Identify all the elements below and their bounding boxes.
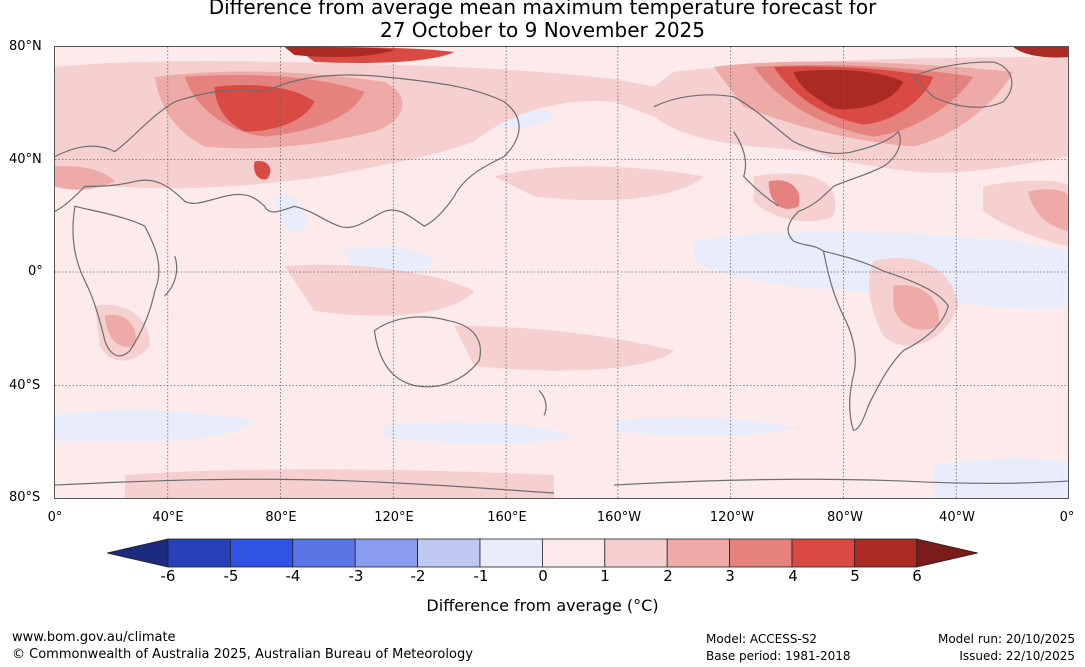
lon-label-40w: 40°W bbox=[939, 510, 975, 525]
south-america-coastline bbox=[822, 250, 949, 431]
footer-model-run: Model run: 20/10/2025 bbox=[937, 632, 1075, 646]
lon-label-40e: 40°E bbox=[152, 510, 184, 525]
colorbar-tick: 1 bbox=[600, 567, 610, 585]
lon-label-160e: 160°E bbox=[487, 510, 527, 525]
western-siberia-hot-region bbox=[214, 84, 315, 132]
colorbar-tick: 2 bbox=[663, 567, 673, 585]
north-pacific-warm-region bbox=[494, 166, 704, 201]
texas-warm-region bbox=[768, 180, 800, 210]
map-title: Difference from average mean maximum tem… bbox=[0, 0, 1085, 42]
footer-base-period: Base period: 1981-2018 bbox=[706, 649, 851, 663]
eurasia-coastline bbox=[55, 74, 520, 228]
antarctica-coastline bbox=[55, 478, 1068, 494]
indian-ocean-warm-region bbox=[284, 264, 475, 316]
madagascar-coastline bbox=[164, 255, 178, 297]
coastlines bbox=[55, 61, 1068, 494]
footer-issued: Issued: 22/10/2025 bbox=[959, 649, 1075, 663]
antarctic-cool-region bbox=[933, 458, 1068, 498]
footer-copyright: © Commonwealth of Australia 2025, Austra… bbox=[12, 647, 473, 662]
colorbar-cell bbox=[479, 538, 543, 568]
colorbar-tick: -4 bbox=[285, 567, 301, 585]
colorbar-tick: -6 bbox=[160, 567, 176, 585]
greenland-extreme-region bbox=[1013, 47, 1068, 58]
colorbar-tick: -1 bbox=[473, 567, 489, 585]
lon-label-160w: 160°W bbox=[596, 510, 642, 525]
lon-label-120e: 120°E bbox=[374, 510, 414, 525]
lon-label-0-left: 0° bbox=[47, 510, 63, 525]
colorbar-arrow-low bbox=[107, 538, 169, 568]
title-line-1: Difference from average mean maximum tem… bbox=[208, 0, 877, 19]
colorbar-tick: 6 bbox=[912, 567, 922, 585]
warm-anomaly-regions-5-6 bbox=[284, 47, 1068, 110]
colorbar-arrow-high bbox=[916, 538, 978, 568]
forecast-map bbox=[54, 46, 1069, 499]
colorbar-cell bbox=[791, 538, 855, 568]
footer-model: Model: ACCESS-S2 bbox=[706, 632, 818, 646]
colorbar-cell bbox=[854, 538, 918, 568]
tibet-hot-spot bbox=[254, 161, 271, 180]
colorbar-tick: 4 bbox=[788, 567, 798, 585]
lat-label-80s: 80°S bbox=[9, 490, 41, 505]
colorbar-cell bbox=[167, 538, 231, 568]
west-africa-warm-region bbox=[55, 166, 115, 190]
lat-label-equator: 0° bbox=[28, 264, 43, 279]
brazil-warm-core bbox=[893, 285, 940, 330]
south-pacific-warm-region bbox=[454, 325, 674, 371]
colorbar-tick: -5 bbox=[223, 567, 239, 585]
lon-label-80w: 80°W bbox=[827, 510, 863, 525]
southern-ocean-cool-region-3 bbox=[613, 416, 794, 437]
canada-extreme-region bbox=[793, 69, 904, 110]
colorbar-cell bbox=[604, 538, 668, 568]
colorbar-cell bbox=[666, 538, 731, 568]
colorbar-cell bbox=[292, 538, 356, 568]
colorbar-label: Difference from average (°C) bbox=[426, 596, 659, 615]
antarctica-warm-region bbox=[124, 469, 555, 498]
south-africa-warm-core bbox=[104, 314, 136, 347]
india-cool-region bbox=[274, 195, 306, 233]
colorbar-cell bbox=[354, 538, 418, 568]
kara-sea-extreme-region bbox=[284, 47, 395, 57]
lat-label-40n: 40°N bbox=[9, 152, 42, 167]
colorbar-tick: 3 bbox=[725, 567, 735, 585]
colorbar-cell bbox=[230, 538, 294, 568]
colorbar-cell bbox=[541, 538, 606, 568]
new-zealand-coastline bbox=[538, 390, 547, 416]
lon-label-80e: 80°E bbox=[265, 510, 297, 525]
graticule bbox=[55, 47, 1068, 498]
colorbar-tick: -3 bbox=[348, 567, 364, 585]
title-line-2: 27 October to 9 November 2025 bbox=[379, 18, 706, 42]
footer-website: www.bom.gov.au/climate bbox=[12, 630, 176, 645]
southern-ocean-cool-region-2 bbox=[384, 421, 574, 444]
southern-ocean-cool-region-1 bbox=[55, 409, 255, 443]
colorbar-tick: 0 bbox=[538, 567, 548, 585]
lat-label-40s: 40°S bbox=[9, 378, 41, 393]
lon-label-120w: 120°W bbox=[709, 510, 755, 525]
australia-coastline bbox=[373, 316, 481, 388]
colorbar-cell bbox=[417, 538, 481, 568]
north-africa-warm-core bbox=[1028, 189, 1068, 232]
lat-label-80n: 80°N bbox=[9, 39, 42, 54]
colorbar bbox=[107, 538, 978, 568]
lon-label-0-right: 0° bbox=[1059, 510, 1075, 525]
colorbar-tick: 5 bbox=[850, 567, 860, 585]
north-america-coastline bbox=[653, 94, 901, 252]
colorbar-tick: -2 bbox=[410, 567, 426, 585]
colorbar-cell bbox=[729, 538, 793, 568]
africa-coastline bbox=[72, 205, 160, 357]
greenland-coastline bbox=[912, 61, 1013, 108]
